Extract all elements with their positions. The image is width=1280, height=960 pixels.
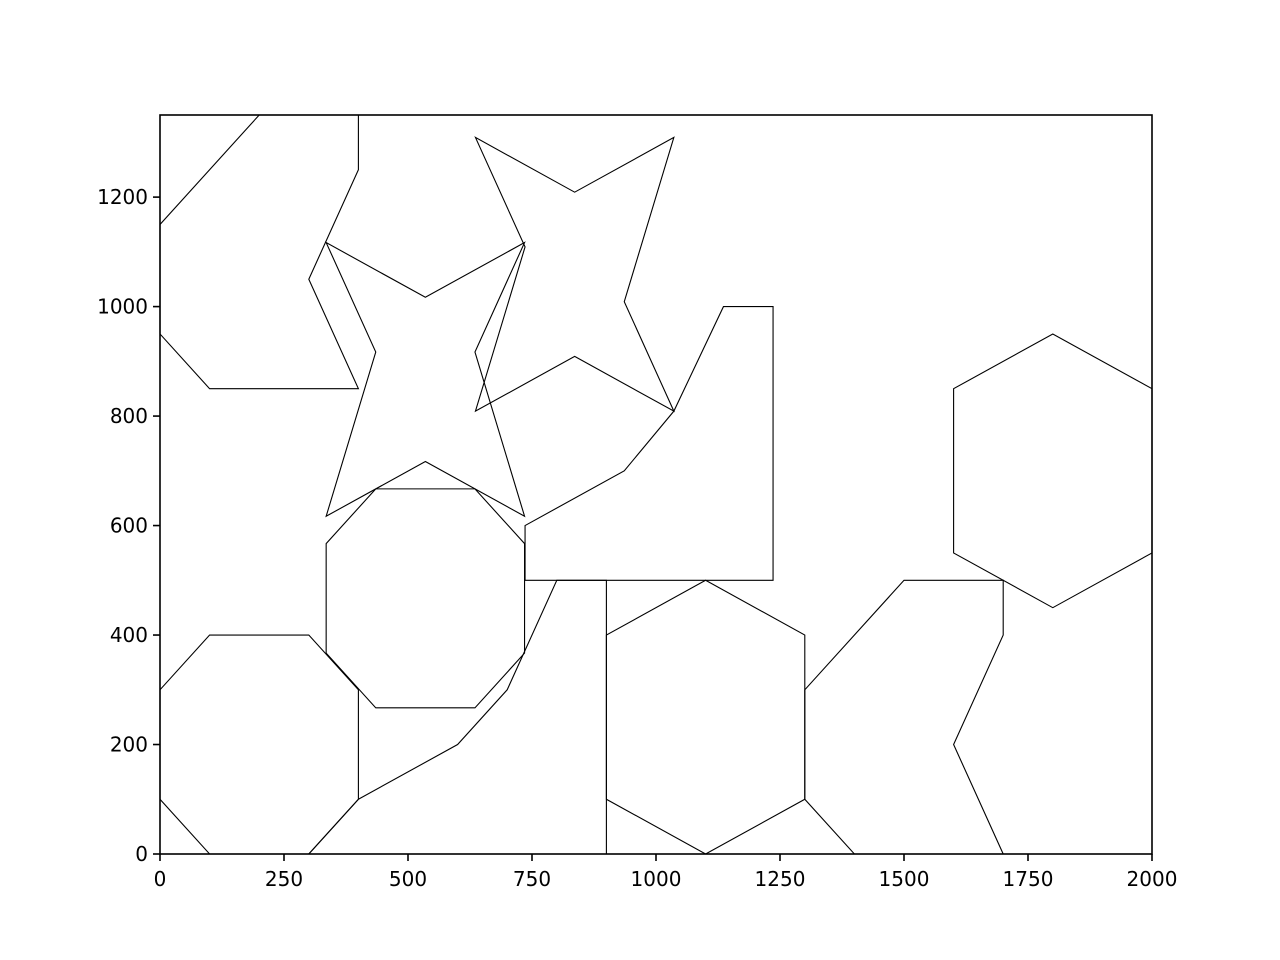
polygon-octagon-top-left (159, 114, 360, 390)
x-tick-label: 2000 (1127, 867, 1178, 891)
x-tick-label: 1000 (631, 867, 682, 891)
x-tick-label: 250 (265, 867, 303, 891)
x-axis: 0 250 500 750 1000 1250 1500 1750 2000 (154, 854, 1178, 891)
x-tick-label: 1250 (755, 867, 806, 891)
polygon-star-right (474, 136, 676, 413)
x-tick-label: 1750 (1003, 867, 1054, 891)
polygon-octagon-bottom-left (159, 634, 359, 855)
y-tick-label: 600 (110, 514, 148, 538)
x-tick-label: 1500 (879, 867, 930, 891)
x-tick-label: 750 (513, 867, 551, 891)
polygon-star-left (324, 241, 526, 518)
y-tick-label: 0 (135, 842, 148, 866)
polygon-octagon-mid-right (524, 306, 774, 581)
polygon-octagon-center (325, 488, 526, 709)
polygon-hexagon-mid (605, 579, 806, 855)
y-tick-label: 1000 (97, 295, 148, 319)
polygon-layer (159, 114, 1153, 855)
x-tick-label: 500 (389, 867, 427, 891)
y-tick-label: 1200 (97, 185, 148, 209)
polygon-octagon-lower-mid (307, 579, 607, 855)
x-tick-label: 0 (154, 867, 167, 891)
polygon-hexagon-right (953, 333, 1153, 609)
axes-frame (159, 114, 1153, 855)
y-tick-label: 200 (110, 733, 148, 757)
polygon-octagon-lower-right (804, 579, 1005, 855)
y-axis: 0 200 400 600 800 1000 1200 (97, 185, 160, 866)
y-tick-label: 800 (110, 404, 148, 428)
y-tick-label: 400 (110, 623, 148, 647)
